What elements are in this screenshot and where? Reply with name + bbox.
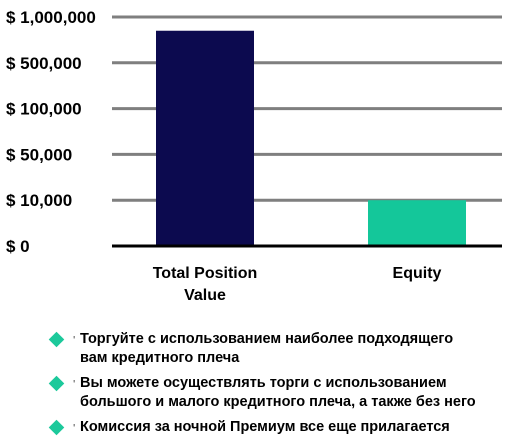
tick-mark-icon: ' [73,423,76,434]
diamond-bullet-icon [48,331,65,348]
y-tick-label: $ 10,000 [6,191,72,210]
x-category-label: Total Position [153,265,258,282]
bullet-item: ' Комиссия за ночной Премиум все еще при… [48,418,518,437]
bullet-line: вам кредитного плеча [80,350,240,366]
y-tick-label: $ 1,000,000 [6,8,96,27]
bullet-line: Торгуйте с использованием наиболее подхо… [80,331,454,347]
diamond-bullet-icon [48,375,65,392]
y-tick-label: $ 0 [6,237,30,256]
x-category-label: Equity [393,265,442,282]
x-category-label: Value [184,287,226,304]
bullet-line: большого и малого кредитного плеча, а та… [80,394,476,410]
bar-chart: $ 1,000,000 $ 500,000 $ 100,000 $ 50,000 $ 1… [6,8,502,304]
bullet-item: ' Торгуйте с использованием наиболее под… [48,330,518,368]
y-tick-label: $ 100,000 [6,100,82,119]
bar [156,30,254,246]
y-tick-label: $ 500,000 [6,54,82,73]
tick-mark-icon: ' [73,379,76,390]
diamond-bullet-icon [48,419,65,436]
tick-mark-icon: ' [73,335,76,346]
y-tick-label: $ 50,000 [6,145,72,164]
bullet-line: Комиссия за ночной Премиум все еще прила… [80,419,450,435]
feature-bullets: ' Торгуйте с использованием наиболее под… [48,330,518,443]
bullet-item: ' Вы можете осуществлять торги с использ… [48,374,518,412]
bar [368,200,466,246]
bullet-line: Вы можете осуществлять торги с использов… [80,375,447,391]
